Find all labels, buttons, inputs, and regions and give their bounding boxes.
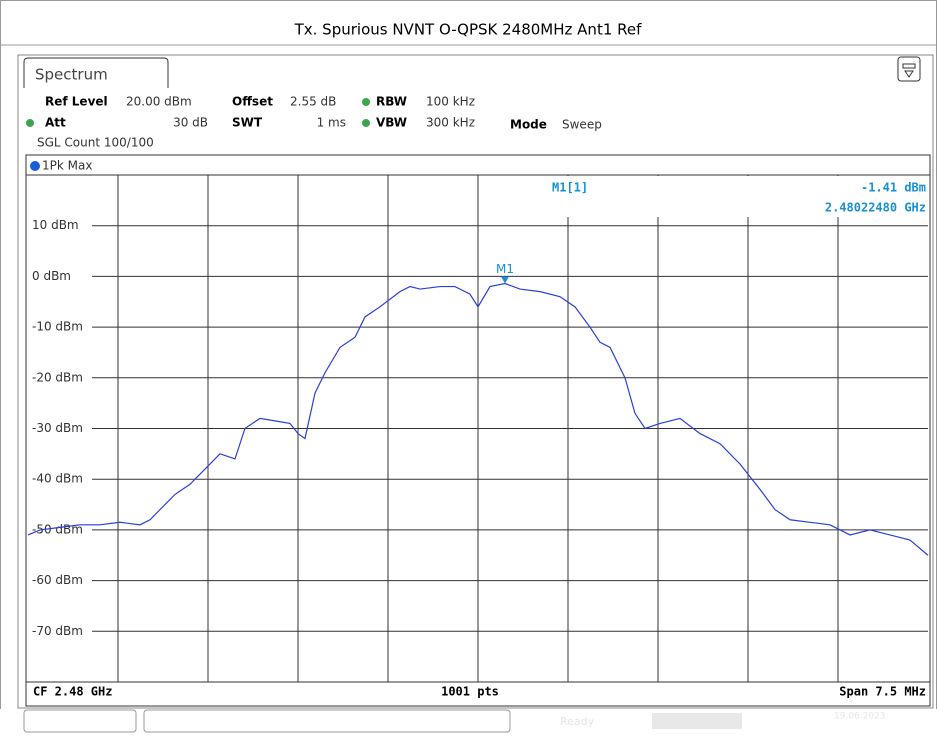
progress-bar [652, 713, 742, 729]
setting-value: Sweep [562, 118, 602, 132]
setting-label: Offset [232, 95, 273, 109]
y-tick-label: -40 dBm [32, 472, 83, 486]
sweep-count: SGL Count 100/100 [37, 136, 154, 150]
trace-dot [30, 161, 40, 171]
y-tick-label: 10 dBm [32, 218, 79, 232]
y-tick-label: -20 dBm [32, 370, 83, 384]
setting-label: VBW [376, 116, 407, 130]
setting-label: Ref Level [45, 95, 108, 109]
menu-glyph [902, 63, 916, 78]
status-field [143, 709, 511, 733]
marker [500, 276, 509, 284]
y-tick-label: -10 dBm [32, 320, 83, 334]
tab-outline [23, 57, 169, 88]
status-dot [362, 98, 370, 106]
setting-label: RBW [376, 95, 407, 109]
y-tick-label: -70 dBm [32, 624, 83, 638]
setting-value: 100 kHz [426, 95, 475, 109]
setting-value: 30 dB [173, 116, 208, 130]
marker-readout-freq: 2.48022480 GHz [825, 201, 926, 215]
setting-label: SWT [232, 116, 263, 130]
status-state: Ready [560, 715, 595, 728]
readout-background [482, 176, 927, 217]
status-field [23, 709, 137, 733]
marker-name: M1 [496, 262, 514, 276]
menu-icon[interactable] [897, 56, 921, 82]
status-date: 19.06.2023 [834, 712, 886, 722]
setting-value: 1 ms [317, 116, 346, 130]
footer-cf: CF 2.48 GHz [33, 685, 112, 699]
setting-value: 20.00 dBm [126, 95, 192, 109]
status-dot [362, 119, 370, 127]
tab-label[interactable]: Spectrum [35, 66, 108, 84]
marker-readout-value: -1.41 dBm [861, 181, 926, 195]
setting-value: 2.55 dB [290, 95, 336, 109]
trace-label: 1Pk Max [42, 159, 92, 173]
trace [27, 282, 929, 556]
setting-label: Mode [510, 118, 547, 132]
setting-value: 300 kHz [426, 116, 475, 130]
setting-label: Att [45, 116, 66, 130]
y-tick-label: 0 dBm [32, 269, 71, 283]
header-title: Tx. Spurious NVNT O-QPSK 2480MHz Ant1 Re… [294, 21, 642, 39]
y-tick-label: -60 dBm [32, 573, 83, 587]
marker-readout-label: M1[1] [552, 181, 588, 195]
y-tick-label: -30 dBm [32, 421, 83, 435]
footer-span: Span 7.5 MHz [839, 685, 926, 699]
footer-points: 1001 pts [441, 685, 499, 699]
status-dot [26, 119, 34, 127]
